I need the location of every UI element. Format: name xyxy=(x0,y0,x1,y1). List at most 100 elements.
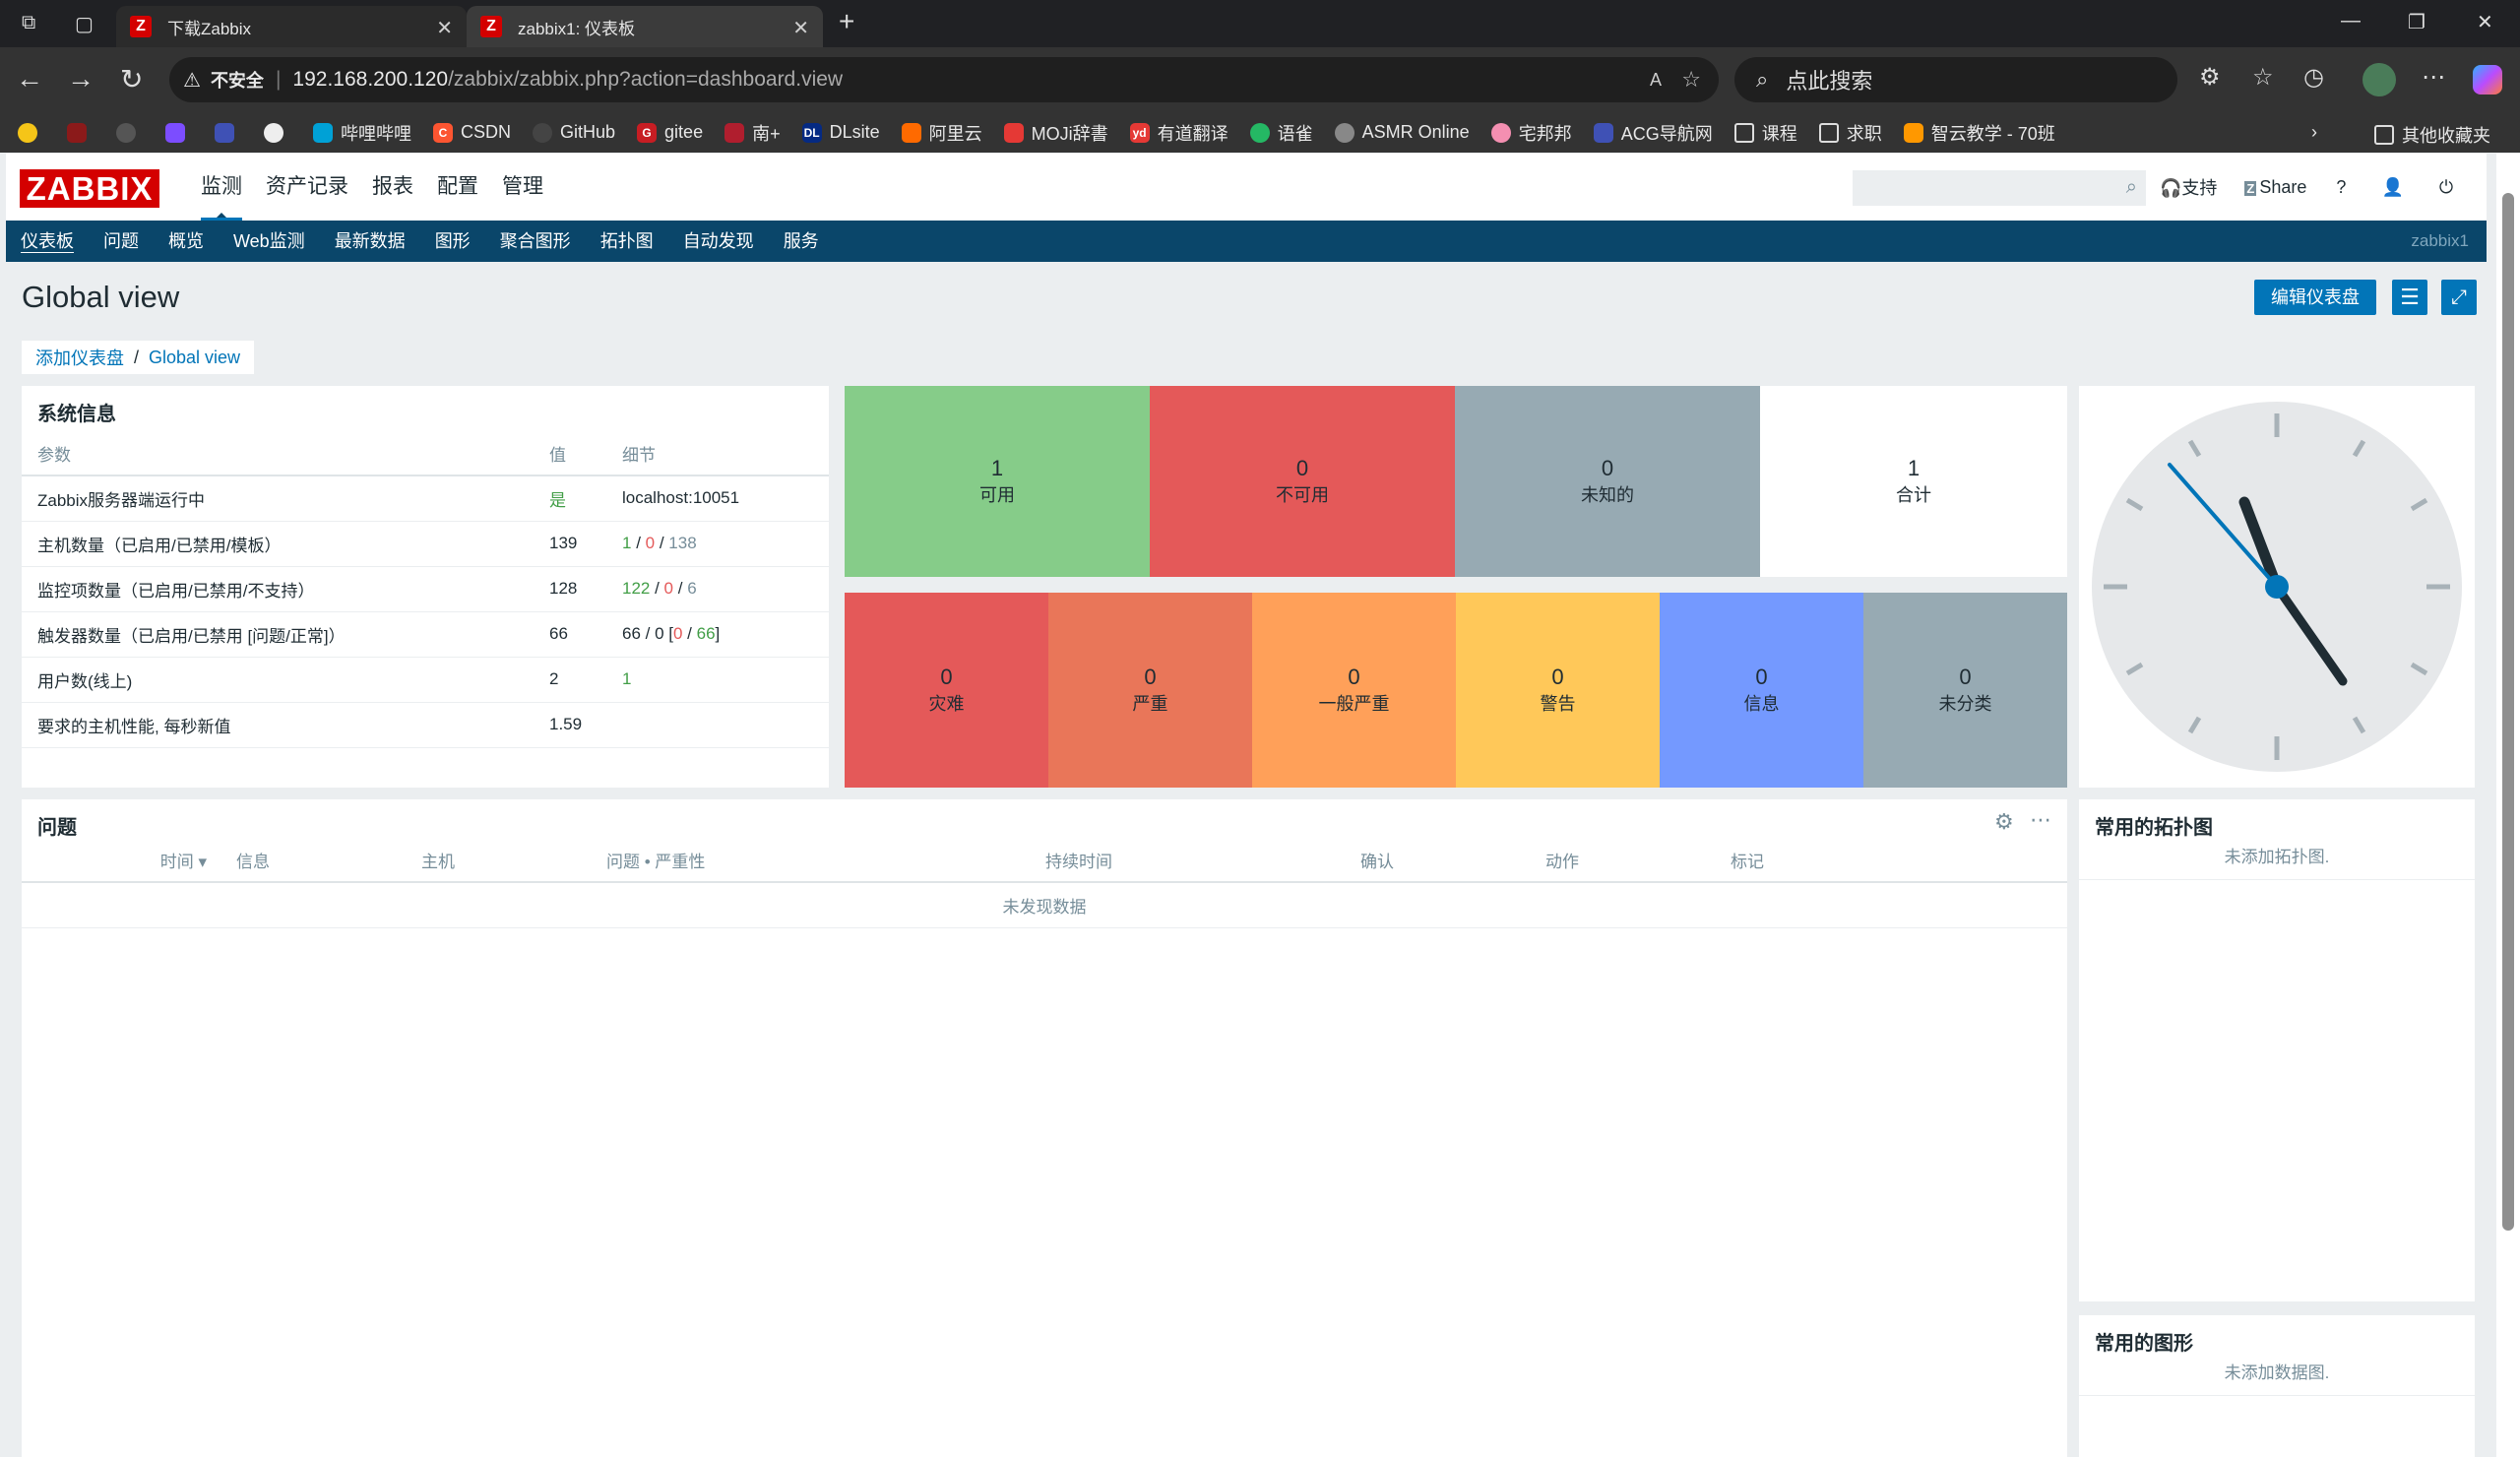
user-profile-icon[interactable]: 👤 xyxy=(2381,176,2404,197)
menu-reports[interactable]: 报表 xyxy=(372,175,413,198)
breadcrumb: 添加仪表盘 / Global view xyxy=(22,341,255,374)
bookmark-dlsite[interactable]: DL DLsite xyxy=(801,122,880,143)
help-link[interactable]: ? xyxy=(2336,176,2347,197)
widget-more-icon[interactable]: ⋯ xyxy=(2030,807,2051,832)
bookmark-icon-d[interactable] xyxy=(264,122,291,143)
security-label[interactable]: 不安全 xyxy=(210,71,264,91)
share-link[interactable]: Z Share xyxy=(2244,176,2307,197)
availability-unavailable[interactable]: 0 不可用 xyxy=(1150,386,1455,577)
bookmark-csdn[interactable]: C CSDN xyxy=(433,122,511,143)
menu-administration[interactable]: 管理 xyxy=(502,175,543,198)
extensions-icon[interactable]: ⚙ xyxy=(2199,64,2221,91)
submenu-latest-data[interactable]: 最新数据 xyxy=(334,231,406,251)
support-link[interactable]: 🎧支持 xyxy=(2160,178,2218,198)
profile-avatar[interactable] xyxy=(2362,63,2396,96)
minimize-icon[interactable]: — xyxy=(2341,10,2361,32)
submenu-discovery[interactable]: 自动发现 xyxy=(682,231,754,251)
severity-warning[interactable]: 0 警告 xyxy=(1456,593,1660,788)
widget-settings-icon[interactable]: ⚙ xyxy=(1994,809,2014,834)
url-field[interactable]: ⚠ 不安全 | 192.168.200.120/zabbix/zabbix.ph… xyxy=(169,57,1719,102)
close-tab-icon[interactable]: ✕ xyxy=(436,18,453,39)
submenu-problems[interactable]: 问题 xyxy=(103,231,139,251)
read-aloud-icon[interactable]: A xyxy=(1649,69,1662,90)
search-placeholder: 点此搜索 xyxy=(1786,69,1873,94)
submenu-overview[interactable]: 概览 xyxy=(168,231,204,251)
bookmark-github[interactable]: GitHub xyxy=(533,122,615,143)
bookmark-asmr[interactable]: ASMR Online xyxy=(1334,122,1470,143)
availability-unknown[interactable]: 0 未知的 xyxy=(1455,386,1760,577)
bookmark-acg[interactable]: ACG导航网 xyxy=(1593,120,1713,146)
availability-available[interactable]: 1 可用 xyxy=(845,386,1150,577)
col-param: 参数 xyxy=(22,431,534,476)
severity-high[interactable]: 0 严重 xyxy=(1048,593,1252,788)
scrollbar-thumb[interactable] xyxy=(2502,193,2514,1231)
favorites-icon[interactable]: ☆ xyxy=(2252,64,2274,91)
favorite-graphs-widget: 常用的图形 未添加数据图. xyxy=(2079,1315,2475,1457)
submenu-graphs[interactable]: 图形 xyxy=(434,231,471,251)
copilot-icon[interactable] xyxy=(2473,65,2502,95)
menu-monitoring[interactable]: 监测 xyxy=(189,154,254,221)
menu-inventory[interactable]: 资产记录 xyxy=(266,175,348,198)
forward-icon[interactable]: → xyxy=(67,63,94,94)
submenu-maps[interactable]: 拓扑图 xyxy=(599,231,654,251)
history-icon[interactable]: ◷ xyxy=(2303,64,2324,91)
param-cell: 监控项数量（已启用/已禁用/不支持） xyxy=(22,566,534,612)
dashboard-actions-button[interactable]: ☰ xyxy=(2392,280,2427,315)
severity-disaster[interactable]: 0 灾难 xyxy=(845,593,1048,788)
reload-icon[interactable]: ↻ xyxy=(120,64,144,95)
bookmark-icon-a[interactable] xyxy=(67,122,94,143)
search-icon[interactable]: ⌕ xyxy=(2125,176,2137,198)
bookmark-icon-c[interactable] xyxy=(215,122,242,143)
bookmark-zhaibangbang[interactable]: 宅邦邦 xyxy=(1490,120,1572,146)
bookmark-folder-jobs[interactable]: 求职 xyxy=(1818,120,1882,146)
submenu-screens[interactable]: 聚合图形 xyxy=(499,231,571,251)
favorite-star-icon[interactable]: ☆ xyxy=(1681,67,1701,92)
severity-average[interactable]: 0 一般严重 xyxy=(1252,593,1456,788)
close-window-icon[interactable]: ✕ xyxy=(2477,12,2493,33)
favorite-maps-widget: 常用的拓扑图 未添加拓扑图. xyxy=(2079,799,2475,1301)
menu-configuration[interactable]: 配置 xyxy=(437,175,478,198)
workspaces-icon[interactable]: ⧉ xyxy=(22,12,36,33)
tab-actions-icon[interactable]: ▢ xyxy=(75,14,94,35)
submenu-services[interactable]: 服务 xyxy=(783,231,819,251)
bookmark-youdao[interactable]: yd 有道翻译 xyxy=(1129,120,1228,146)
browser-tab-1[interactable]: Z 下载Zabbix ✕ xyxy=(116,6,467,47)
bookmark-icon-b[interactable] xyxy=(165,122,193,143)
bookmark-emoji-icon[interactable] xyxy=(18,122,45,143)
search-field[interactable]: ⌕ 点此搜索 xyxy=(1734,57,2177,102)
other-bookmarks[interactable]: 其他收藏夹 xyxy=(2374,122,2490,148)
bookmark-moji[interactable]: MOJi辞書 xyxy=(1003,120,1108,146)
page-scrollbar[interactable] xyxy=(2496,154,2520,1457)
maximize-icon[interactable]: ❐ xyxy=(2408,12,2426,33)
global-search-input[interactable]: ⌕ xyxy=(1853,170,2146,206)
availability-total[interactable]: 1 合计 xyxy=(1760,386,2067,577)
severity-not-classified[interactable]: 0 未分类 xyxy=(1863,593,2067,788)
bookmark-bilibili[interactable]: 哔哩哔哩 xyxy=(313,120,411,146)
bookmark-folder-courses[interactable]: 课程 xyxy=(1733,120,1797,146)
more-icon[interactable]: ⋯ xyxy=(2422,64,2445,91)
browser-tab-2-active[interactable]: Z zabbix1: 仪表板 ✕ xyxy=(467,6,823,47)
close-tab-icon[interactable]: ✕ xyxy=(792,18,809,39)
sign-out-icon[interactable]: ⏻ xyxy=(2438,176,2454,197)
param-cell: 主机数量（已启用/已禁用/模板） xyxy=(22,521,534,567)
bookmark-south-plus[interactable]: 南+ xyxy=(724,120,781,146)
zabbix-logo[interactable]: ZABBIX xyxy=(20,169,159,208)
submenu-dashboard[interactable]: 仪表板 xyxy=(6,221,89,262)
fullscreen-button[interactable]: ⤢ xyxy=(2441,280,2477,315)
back-icon[interactable]: ← xyxy=(16,63,43,94)
submenu-web[interactable]: Web监测 xyxy=(233,231,305,251)
bookmark-openai-icon[interactable] xyxy=(116,122,144,143)
current-dashboard-link[interactable]: Global view xyxy=(149,347,241,367)
zabbix-app: ZABBIX 监测 资产记录 报表 配置 管理 ⌕ 🎧支持 Z Share ? 👤… xyxy=(6,154,2487,1457)
chevron-right-icon[interactable]: › xyxy=(2311,122,2317,142)
add-dashboard-link[interactable]: 添加仪表盘 xyxy=(35,348,124,368)
bookmark-zhiyun[interactable]: 智云教学 - 70班 xyxy=(1903,120,2055,146)
edit-dashboard-button[interactable]: 编辑仪表盘 xyxy=(2254,280,2376,315)
bookmark-yuque[interactable]: 语雀 xyxy=(1249,120,1313,146)
severity-information[interactable]: 0 信息 xyxy=(1660,593,1863,788)
col-time[interactable]: 时间 ▾ xyxy=(22,839,236,883)
bookmark-aliyun[interactable]: 阿里云 xyxy=(901,120,982,146)
new-tab-icon[interactable]: + xyxy=(839,6,855,36)
param-cell: 触发器数量（已启用/已禁用 [问题/正常]） xyxy=(22,611,534,658)
